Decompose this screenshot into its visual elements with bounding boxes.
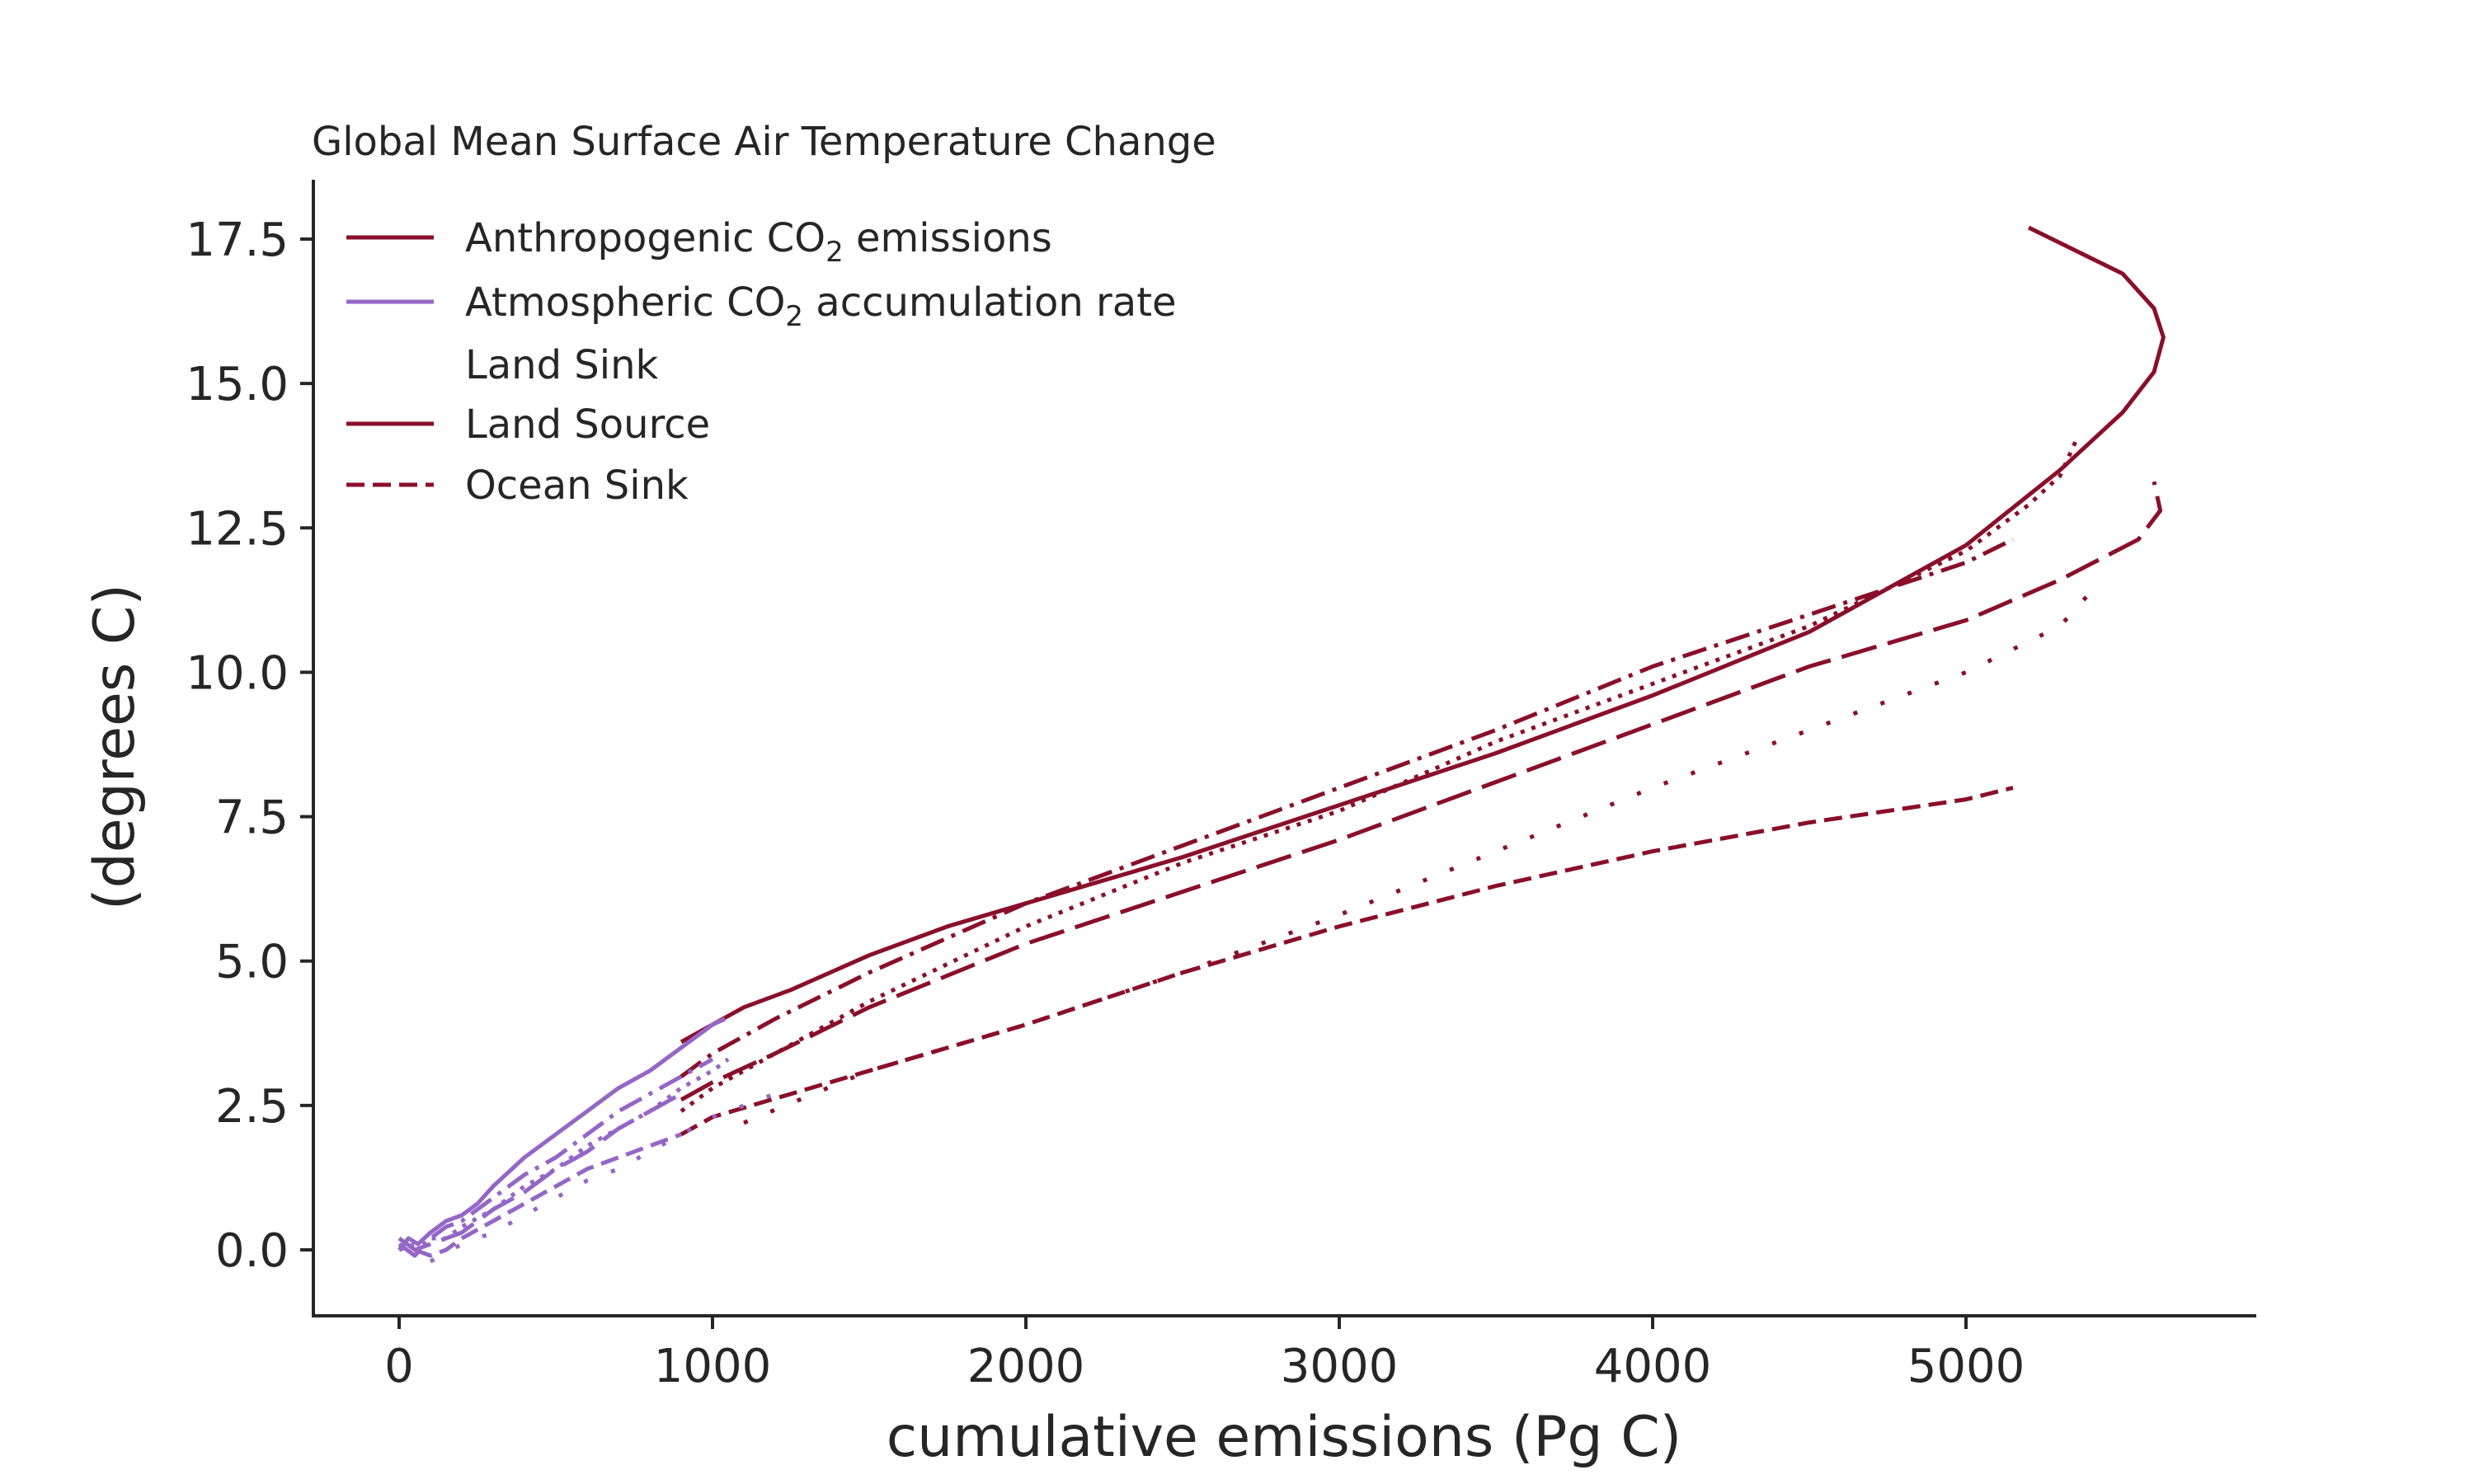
series-line-1 [680,225,2166,1044]
x-tick-label: 2000 [967,1340,1085,1393]
y-tick-label: 17.5 [186,214,289,267]
x-tick-label: 3000 [1281,1340,1399,1393]
x-tick-label: 4000 [1594,1340,1712,1393]
series-line-9 [398,1057,730,1252]
y-tick-label: 10.0 [186,646,289,700]
series-line-11 [414,1132,682,1258]
x-tick-label: 5000 [1907,1340,2025,1393]
legend: Anthropogenic CO2 emissions Atmospheric C… [346,215,1177,509]
series-line-5 [680,786,2014,1137]
x-axis-label: cumulative emissions (Pg C) [887,1405,1681,1470]
x-ticks: 0 1000 2000 3000 4000 5000 [384,1316,2025,1393]
series-layer [397,225,2166,1264]
legend-label: Anthropogenic CO2 emissions [465,215,1052,269]
series-line-2 [680,538,2015,1078]
y-tick-label: 12.5 [186,502,289,556]
series-line-8 [397,1057,714,1258]
series-line-10 [397,1092,683,1252]
series-line-4 [680,481,2163,1102]
legend-label: Atmospheric CO2 accumulation rate [465,279,1177,333]
y-tick-label: 15.0 [186,358,289,411]
x-tick-label: 1000 [654,1340,772,1393]
y-tick-label: 0.0 [215,1224,289,1278]
y-tick-label: 2.5 [215,1080,289,1134]
chart-title: Global Mean Surface Air Temperature Chan… [312,119,1216,165]
legend-label: Ocean Sink [465,463,689,509]
y-axis-label: (degrees C) [82,584,148,910]
y-tick-label: 7.5 [215,791,289,845]
series-line-7 [397,1017,727,1252]
y-tick-label: 5.0 [215,936,289,989]
y-ticks: 0.0 2.5 5.0 7.5 10.0 12.5 15.0 17.5 [186,214,313,1278]
legend-label: Land Sink [465,342,659,388]
legend-label: Land Source [465,402,710,448]
x-tick-label: 0 [384,1340,414,1393]
